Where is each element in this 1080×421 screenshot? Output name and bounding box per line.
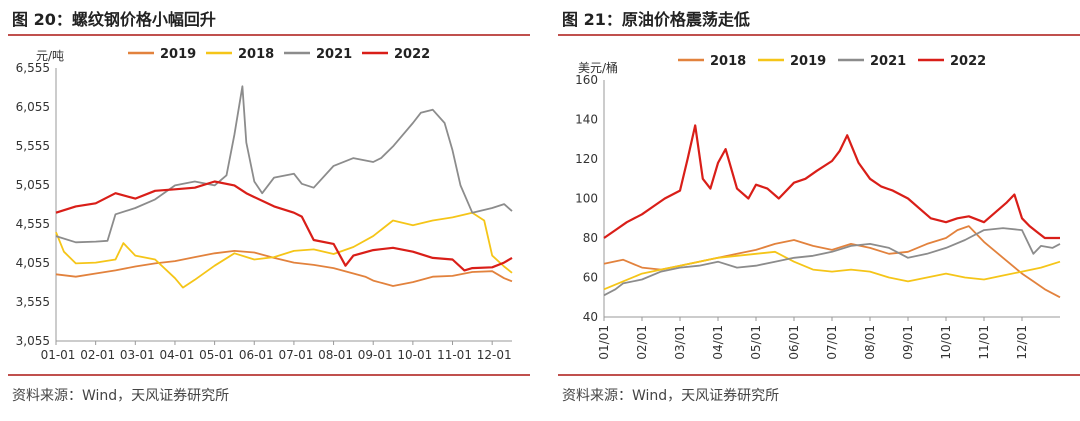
x-tick-label: 11/01 (977, 325, 991, 360)
x-tick-label: 03/01 (673, 325, 687, 360)
figure-title: 图 20：螺纹钢价格小幅回升 (12, 10, 216, 29)
x-tick-label: 05-01 (199, 348, 234, 362)
x-tick-label: 01/01 (597, 325, 611, 360)
crude-oil-price-chart: 美元/桶 2018 2019 2021 2022 40 60 80 100 120 140 160 01… (575, 54, 1061, 360)
x-tick-label: 07/01 (825, 325, 839, 360)
x-tick-label: 12-01 (477, 348, 512, 362)
x-tick-label: 01-01 (41, 348, 76, 362)
x-tick-label: 10/01 (939, 325, 953, 360)
x-tick-label: 09/01 (901, 325, 915, 360)
y-unit-label: 美元/桶 (578, 60, 618, 75)
x-tick-label: 02/01 (635, 325, 649, 360)
y-tick-label: 5,055 (16, 178, 50, 192)
title-divider (558, 34, 1080, 36)
x-tick-label: 04-01 (160, 348, 195, 362)
y-tick-label: 120 (575, 152, 598, 166)
y-tick-label: 160 (575, 73, 598, 87)
x-tick-label: 11-01 (437, 348, 472, 362)
legend-label-2022: 2022 (950, 54, 986, 69)
series-line-2021 (603, 227, 1061, 297)
y-tick-label: 6,555 (16, 61, 50, 75)
legend-label-2022: 2022 (394, 47, 430, 62)
series-line-2019 (603, 250, 1061, 291)
y-tick-label: 80 (583, 231, 598, 245)
x-tick-label: 03-01 (120, 348, 155, 362)
x-tick-label: 05/01 (749, 325, 763, 360)
source-divider (8, 374, 530, 376)
x-tick-label: 06/01 (787, 325, 801, 360)
y-tick-label: 3,555 (16, 295, 50, 309)
x-tick-label: 08/01 (863, 325, 877, 360)
legend-label-2018: 2018 (238, 47, 274, 62)
source-note: 资料来源：Wind，天风证券研究所 (12, 388, 230, 404)
y-tick-label: 40 (583, 310, 598, 324)
y-tick-label: 140 (575, 113, 598, 127)
x-tick-label: 04/01 (711, 325, 725, 360)
figure-20-panel: 图 20：螺纹钢价格小幅回升 元/吨 2019 2018 2021 2022 3,055 3… (0, 0, 530, 421)
y-tick-label: 4,555 (16, 217, 50, 231)
figure-21-panel: 图 21：原油价格震荡走低 美元/桶 2018 2019 2021 2022 40 60 80… (550, 0, 1080, 421)
series-line-2019 (55, 249, 513, 287)
source-note: 资料来源：Wind，天风证券研究所 (562, 388, 780, 404)
legend-label-2021: 2021 (316, 47, 352, 62)
source-divider (558, 374, 1080, 376)
x-tick-label: 09-01 (358, 348, 393, 362)
series-line-2018 (603, 225, 1061, 299)
legend-label-2019: 2019 (160, 47, 196, 62)
figure-title: 图 21：原油价格震荡走低 (562, 10, 750, 29)
title-divider (8, 34, 530, 36)
x-tick-label: 07-01 (278, 348, 313, 362)
y-tick-label: 6,055 (16, 100, 50, 114)
y-tick-label: 5,555 (16, 139, 50, 153)
series-line-2021 (55, 85, 513, 244)
legend-label-2019: 2019 (790, 54, 826, 69)
legend-label-2018: 2018 (710, 54, 746, 69)
x-tick-label: 02-01 (80, 348, 115, 362)
y-tick-label: 4,055 (16, 256, 50, 270)
x-tick-label: 12/01 (1015, 325, 1029, 360)
x-tick-label: 10-01 (397, 348, 432, 362)
series-line-2022 (603, 124, 1060, 240)
series-line-2018 (55, 211, 513, 289)
y-unit-label: 元/吨 (36, 49, 64, 63)
y-tick-label: 100 (575, 192, 598, 206)
x-tick-label: 06-01 (239, 348, 274, 362)
y-tick-label: 3,055 (16, 334, 50, 348)
legend-label-2021: 2021 (870, 54, 906, 69)
x-tick-label: 08-01 (318, 348, 353, 362)
y-tick-label: 60 (583, 271, 598, 285)
series-line-2022 (55, 180, 513, 272)
rebar-price-chart: 元/吨 2019 2018 2021 2022 3,055 3,555 4,055 4,555 5… (16, 47, 513, 362)
